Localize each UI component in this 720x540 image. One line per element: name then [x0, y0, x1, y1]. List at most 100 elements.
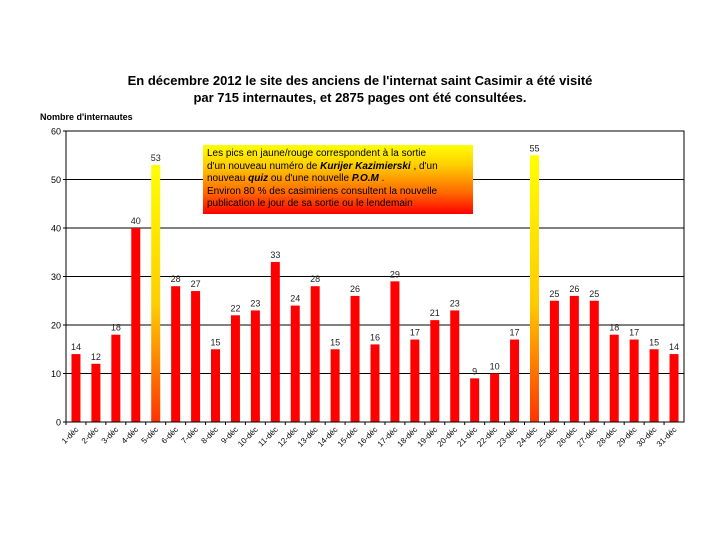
bar-value-label: 27 — [191, 279, 201, 289]
bar-value-label: 10 — [490, 362, 500, 372]
y-tick-label: 20 — [51, 321, 61, 331]
x-tick-label: 22-déc — [475, 425, 499, 449]
x-tick-label: 3-déc — [100, 425, 121, 446]
y-tick-label: 40 — [51, 224, 61, 234]
bar — [549, 300, 559, 422]
bar-value-label: 17 — [410, 328, 420, 338]
x-tick-label: 16-déc — [356, 425, 380, 449]
bar — [669, 354, 679, 422]
bar-value-label: 55 — [529, 143, 539, 153]
annotation-text: d'un nouveau numéro de — [207, 160, 321, 172]
x-tick-label: 29-déc — [615, 425, 639, 449]
x-tick-label: 27-déc — [575, 425, 599, 449]
bar — [290, 305, 300, 422]
bar-value-label: 40 — [131, 216, 141, 226]
annotation-line-5: publication le jour de sa sortie ou le l… — [207, 198, 413, 209]
y-tick-label: 50 — [51, 175, 61, 185]
bar-value-label: 33 — [270, 250, 280, 260]
bar — [191, 291, 201, 422]
bar-value-label: 28 — [171, 274, 181, 284]
x-tick-label: 19-déc — [416, 425, 440, 449]
x-tick-label: 20-déc — [435, 425, 459, 449]
annotation-emphasis: quiz — [248, 173, 269, 184]
x-tick-label: 4-déc — [120, 425, 141, 446]
bar — [310, 286, 320, 422]
x-tick-label: 6-déc — [160, 425, 181, 446]
x-tick-label: 13-déc — [296, 425, 320, 449]
bar-value-label: 28 — [310, 274, 320, 284]
bar — [171, 286, 181, 422]
chart-title-line2: par 715 internautes, et 2875 pages ont é… — [193, 90, 527, 105]
annotation-text: ou d'une nouvelle — [268, 173, 352, 184]
bar — [330, 349, 340, 422]
bar-value-label: 12 — [91, 352, 101, 362]
bar — [370, 344, 380, 422]
highlighted-bar — [529, 155, 539, 422]
chart-title: En décembre 2012 le site des anciens de … — [0, 72, 720, 106]
bar — [211, 349, 221, 422]
y-tick-label: 30 — [51, 272, 61, 282]
bar — [589, 300, 599, 422]
bar-value-label: 15 — [211, 337, 221, 347]
x-tick-label: 21-déc — [455, 425, 479, 449]
bar — [270, 261, 280, 422]
bar — [230, 315, 240, 422]
x-tick-label: 17-déc — [376, 425, 400, 449]
bar-value-label: 23 — [250, 298, 260, 308]
bar-value-label: 22 — [230, 303, 240, 313]
bar-value-label: 25 — [549, 289, 559, 299]
highlighted-bar — [151, 164, 161, 422]
annotation-box: Les pics en jaune/rouge correspondent à … — [203, 145, 473, 214]
bar — [111, 334, 121, 422]
annotation-line-1: Les pics en jaune/rouge correspondent à … — [207, 148, 427, 159]
bar-value-label: 25 — [589, 289, 599, 299]
annotation-line-3: nouveau quiz ou d'une nouvelle P.O.M . — [207, 173, 469, 186]
x-tick-label: 28-déc — [595, 425, 619, 449]
bar-value-label: 53 — [151, 153, 161, 163]
x-tick-label: 14-déc — [316, 425, 340, 449]
bar-value-label: 26 — [569, 284, 579, 294]
bar — [410, 339, 420, 422]
x-tick-label: 10-déc — [236, 425, 260, 449]
bar — [490, 373, 500, 422]
bar-value-label: 15 — [330, 337, 340, 347]
bar-value-label: 26 — [350, 284, 360, 294]
annotation-text: . — [378, 173, 385, 184]
x-tick-label: 2-déc — [80, 425, 101, 446]
bar — [609, 334, 619, 422]
annotation-line-4: Environ 80 % des casimiriens consultent … — [207, 185, 438, 197]
bar-value-label: 15 — [649, 337, 659, 347]
bar-value-label: 29 — [390, 269, 400, 279]
x-tick-label: 7-déc — [179, 425, 200, 446]
annotation-emphasis: P.O.M — [351, 173, 379, 184]
x-tick-label: 30-déc — [635, 425, 659, 449]
y-axis-label: Nombre d'internautes — [40, 112, 133, 122]
bar-value-label: 9 — [472, 366, 477, 376]
bar — [629, 339, 639, 422]
bar-value-label: 14 — [71, 342, 81, 352]
bar-value-label: 18 — [111, 323, 121, 333]
y-tick-label: 10 — [51, 369, 61, 379]
bar — [470, 378, 480, 422]
bar — [250, 310, 260, 422]
bar-value-label: 17 — [629, 328, 639, 338]
x-tick-label: 1-déc — [60, 425, 81, 446]
bar — [131, 228, 141, 422]
y-tick-label: 0 — [56, 418, 61, 428]
bar — [71, 354, 81, 422]
x-tick-label: 5-déc — [140, 425, 161, 446]
bar — [510, 339, 520, 422]
annotation-emphasis: Kurijer Kazimierski — [320, 160, 411, 172]
bar — [350, 295, 360, 422]
x-tick-label: 15-déc — [336, 425, 360, 449]
x-tick-label: 25-déc — [535, 425, 559, 449]
bar — [430, 320, 440, 422]
bar-value-label: 24 — [290, 294, 300, 304]
chart-title-line1: En décembre 2012 le site des anciens de … — [127, 73, 593, 88]
bar — [91, 363, 101, 422]
x-tick-label: 12-déc — [276, 425, 300, 449]
bar-value-label: 21 — [430, 308, 440, 318]
plot-area-border — [65, 130, 685, 423]
bar-value-label: 16 — [370, 332, 380, 342]
